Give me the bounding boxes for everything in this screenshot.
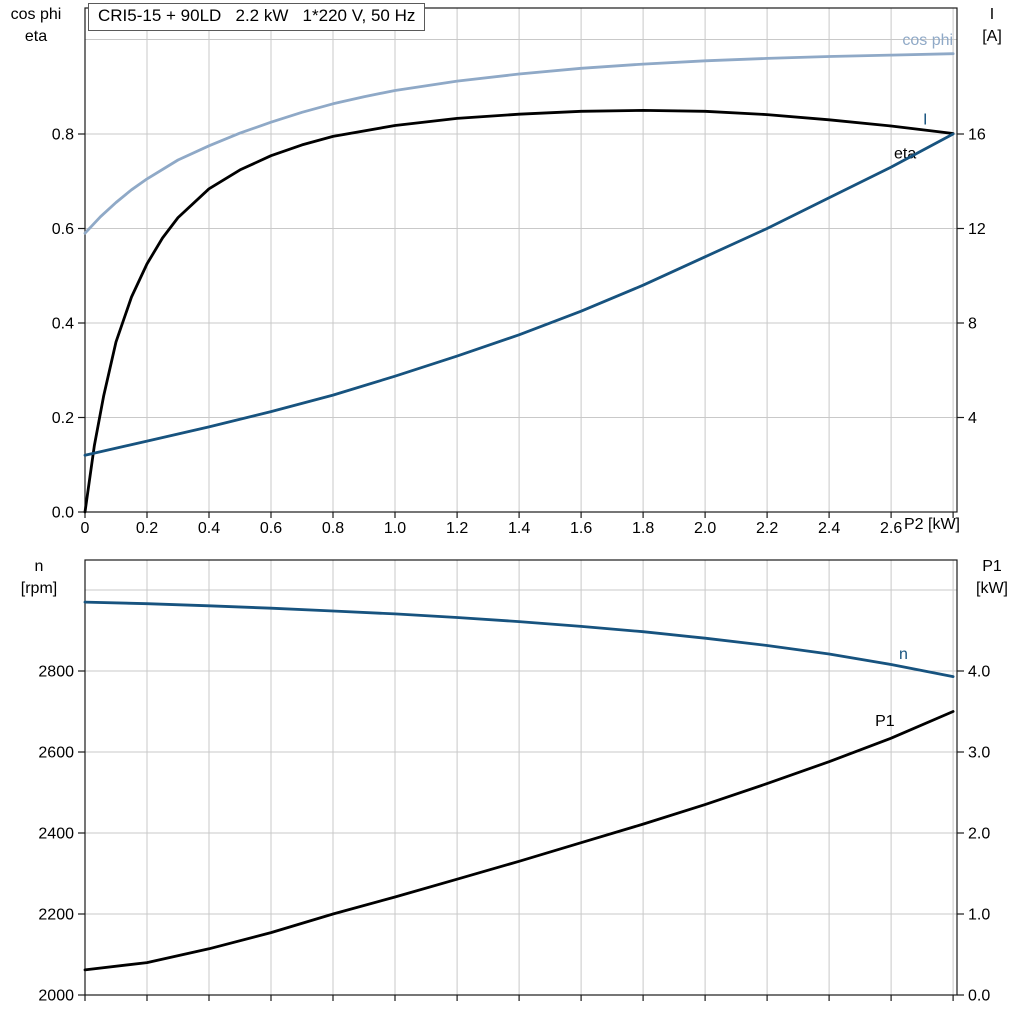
right-tick-label: 16 (968, 127, 986, 144)
chart-motor-electrical: 0 0.2 0.4 0.6 0.8 1.0 1.2 1.4 1.6 1.8 2.0 2.2 2.4 2.6… (52, 7, 986, 537)
top-chart-left-axis-title: cos phi eta (0, 4, 72, 48)
x-tick-label: 2.6 (880, 520, 902, 537)
right-tick-label: 4.0 (968, 664, 990, 681)
right-tick-label: 1.0 (968, 907, 990, 924)
plot-frame (84, 7, 958, 513)
left-tick-label: 2800 (38, 664, 74, 681)
left-tick-label: 0.4 (52, 316, 74, 333)
right-tick-label: 4 (968, 410, 977, 427)
x-tick-label: 1.2 (446, 520, 468, 537)
curve-n (83, 600, 955, 678)
curve-cos-phi (83, 52, 955, 235)
p2-axis-label: P2 [kW] (903, 516, 960, 533)
left-tick-label: 2200 (38, 907, 74, 924)
right-tick-label: 2.0 (968, 826, 990, 843)
chart-title-box: CRI5-15 + 90LD 2.2 kW 1*220 V, 50 Hz (88, 3, 426, 31)
left-tick-label: 2600 (38, 745, 74, 762)
x-tick-label: 1.4 (508, 520, 530, 537)
x-tick-label: 0.8 (322, 520, 344, 537)
axis-title-line: [A] (982, 28, 1002, 45)
axis-title-line: eta (24, 28, 48, 45)
axis-title-line: I (989, 6, 995, 23)
x-tick-label: 0.4 (198, 520, 220, 537)
right-tick-label: 8 (968, 316, 977, 333)
x-tick-label: 1.6 (570, 520, 592, 537)
axis-title-line: [kW] (976, 580, 1008, 597)
x-tick-label: 1.0 (384, 520, 406, 537)
curve-label-cos-phi: cos phi (902, 32, 953, 49)
x-tick-label: 2.4 (818, 520, 840, 537)
plot-frame (84, 559, 958, 996)
axis-title-line: P1 (982, 558, 1002, 575)
curve-i (83, 132, 955, 457)
curve-label-p1: P1 (875, 713, 895, 730)
chart-motor-speed-power: 2000 2200 2400 2600 2800 0.0 1.0 2.0 3.0 4.0 n P1 (38, 559, 990, 1005)
curve-label-eta: eta (894, 146, 916, 163)
left-tick-label: 2400 (38, 826, 74, 843)
x-tick-label: 0.2 (136, 520, 158, 537)
right-tick-label: 0.0 (968, 988, 990, 1005)
x-tick-label: 2.2 (756, 520, 778, 537)
left-tick-label: 0.2 (52, 410, 74, 427)
axis-title-line: cos phi (10, 6, 62, 23)
curve-label-n: n (899, 646, 908, 663)
curve-eta (83, 109, 955, 514)
axis-title-line: [rpm] (20, 580, 58, 597)
x-tick-label: 1.8 (632, 520, 654, 537)
top-chart-right-axis-title: I [A] (960, 4, 1024, 48)
bottom-chart-right-axis-title: P1 [kW] (960, 556, 1024, 600)
left-tick-label: 0.6 (52, 221, 74, 238)
x-tick-label: 2.0 (694, 520, 716, 537)
axis-title-line: n (34, 558, 44, 575)
left-tick-label: 0.0 (52, 505, 74, 522)
right-tick-label: 12 (968, 221, 986, 238)
x-tick-label: 0 (81, 520, 90, 537)
left-tick-label: 2000 (38, 988, 74, 1005)
left-tick-label: 0.8 (52, 127, 74, 144)
curve-label-i: I (923, 112, 927, 129)
curve-p1 (83, 710, 955, 972)
x-tick-label: 0.6 (260, 520, 282, 537)
right-tick-label: 3.0 (968, 745, 990, 762)
bottom-chart-left-axis-title: n [rpm] (2, 556, 76, 600)
